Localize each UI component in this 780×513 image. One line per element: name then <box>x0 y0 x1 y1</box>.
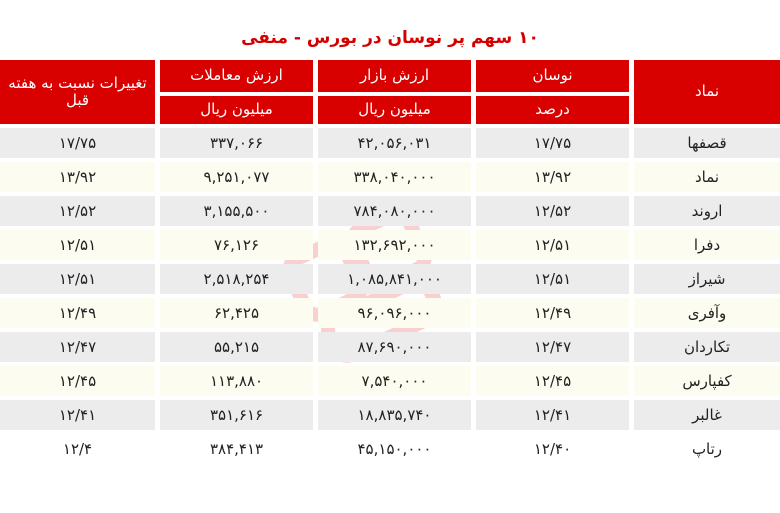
cell-weekly-change: ۱۲/۵۱ <box>0 264 155 294</box>
cell-trade-value: ۳,۱۵۵,۵۰۰ <box>160 196 313 226</box>
cell-trade-value: ۷۶,۱۲۶ <box>160 230 313 260</box>
header-trade-value: ارزش معاملات <box>160 60 313 92</box>
header-symbol: نماد <box>634 60 780 124</box>
cell-weekly-change: ۱۲/۴۹ <box>0 298 155 328</box>
cell-trade-value: ۳۳۷,۰۶۶ <box>160 128 313 158</box>
cell-fluctuation: ۱۲/۴۹ <box>476 298 629 328</box>
cell-market-value: ۴۵,۱۵۰,۰۰۰ <box>318 434 471 464</box>
cell-fluctuation: ۱۲/۴۷ <box>476 332 629 362</box>
cell-symbol: نماد <box>634 162 780 192</box>
cell-fluctuation: ۱۲/۵۱ <box>476 230 629 260</box>
cell-trade-value: ۲,۵۱۸,۲۵۴ <box>160 264 313 294</box>
cell-market-value: ۱۸,۸۳۵,۷۴۰ <box>318 400 471 430</box>
cell-market-value: ۸۷,۶۹۰,۰۰۰ <box>318 332 471 362</box>
cell-weekly-change: ۱۷/۷۵ <box>0 128 155 158</box>
cell-market-value: ۷۸۴,۰۸۰,۰۰۰ <box>318 196 471 226</box>
cell-trade-value: ۹,۲۵۱,۰۷۷ <box>160 162 313 192</box>
cell-weekly-change: ۱۲/۵۱ <box>0 230 155 260</box>
cell-fluctuation: ۱۲/۴۵ <box>476 366 629 396</box>
cell-fluctuation: ۱۲/۵۲ <box>476 196 629 226</box>
header-trade-value-unit: میلیون ریال <box>160 96 313 124</box>
header-fluctuation: نوسان <box>476 60 629 92</box>
header-market-value-unit: میلیون ریال <box>318 96 471 124</box>
stock-table: نماد نوسان ارزش بازار ارزش معاملات تغییر… <box>0 60 780 464</box>
header-market-value: ارزش بازار <box>318 60 471 92</box>
cell-market-value: ۱۳۲,۶۹۲,۰۰۰ <box>318 230 471 260</box>
cell-trade-value: ۶۲,۴۲۵ <box>160 298 313 328</box>
cell-symbol: تکاردان <box>634 332 780 362</box>
cell-weekly-change: ۱۲/۵۲ <box>0 196 155 226</box>
header-weekly-change: تغییرات نسبت به هفته قبل <box>0 60 155 124</box>
cell-symbol: وآفری <box>634 298 780 328</box>
cell-fluctuation: ۱۲/۴۱ <box>476 400 629 430</box>
cell-symbol: غالبر <box>634 400 780 430</box>
cell-market-value: ۱,۰۸۵,۸۴۱,۰۰۰ <box>318 264 471 294</box>
cell-weekly-change: ۱۲/۴۵ <box>0 366 155 396</box>
cell-weekly-change: ۱۳/۹۲ <box>0 162 155 192</box>
cell-weekly-change: ۱۲/۴۱ <box>0 400 155 430</box>
cell-symbol: اروند <box>634 196 780 226</box>
cell-fluctuation: ۱۲/۴۰ <box>476 434 629 464</box>
cell-symbol: رتاپ <box>634 434 780 464</box>
cell-weekly-change: ۱۲/۴۷ <box>0 332 155 362</box>
page-title: ۱۰ سهم پر نوسان در بورس - منفی <box>241 28 539 48</box>
cell-trade-value: ۱۱۳,۸۸۰ <box>160 366 313 396</box>
cell-symbol: شیراز <box>634 264 780 294</box>
cell-weekly-change: ۱۲/۴ <box>0 434 155 464</box>
header-fluctuation-unit: درصد <box>476 96 629 124</box>
cell-fluctuation: ۱۳/۹۲ <box>476 162 629 192</box>
cell-trade-value: ۳۸۴,۴۱۳ <box>160 434 313 464</box>
cell-trade-value: ۳۵۱,۶۱۶ <box>160 400 313 430</box>
cell-market-value: ۳۳۸,۰۴۰,۰۰۰ <box>318 162 471 192</box>
cell-market-value: ۴۲,۰۵۶,۰۳۱ <box>318 128 471 158</box>
cell-market-value: ۷,۵۴۰,۰۰۰ <box>318 366 471 396</box>
cell-symbol: دفرا <box>634 230 780 260</box>
cell-fluctuation: ۱۲/۵۱ <box>476 264 629 294</box>
cell-market-value: ۹۶,۰۹۶,۰۰۰ <box>318 298 471 328</box>
cell-symbol: قصفها <box>634 128 780 158</box>
cell-fluctuation: ۱۷/۷۵ <box>476 128 629 158</box>
cell-trade-value: ۵۵,۲۱۵ <box>160 332 313 362</box>
cell-symbol: کفپارس <box>634 366 780 396</box>
